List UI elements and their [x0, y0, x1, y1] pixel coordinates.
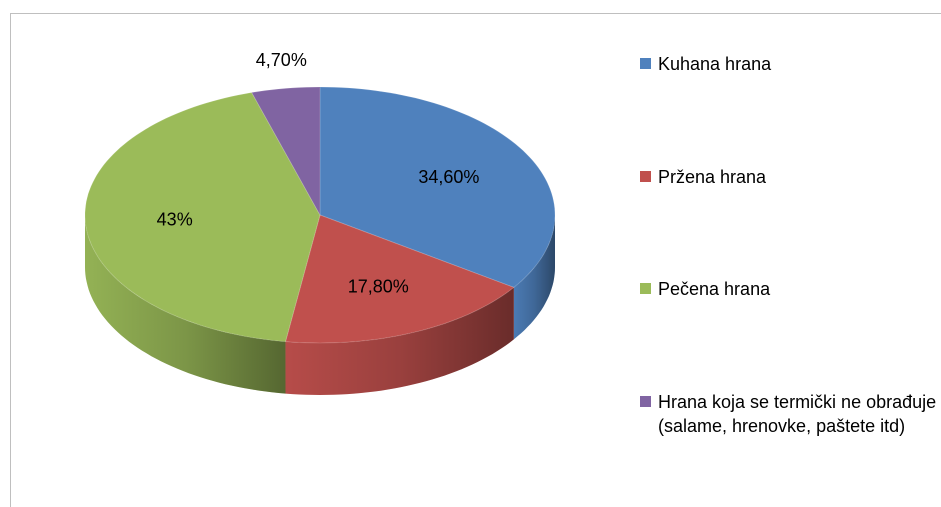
data-label: 17,80% — [348, 276, 409, 296]
legend-item: Hrana koja se termički ne obrađuje (sala… — [640, 390, 938, 438]
data-label: 4,70% — [256, 50, 307, 70]
slice — [319, 86, 556, 288]
legend-label: Pečena hrana — [658, 279, 771, 299]
data-label: 43% — [157, 210, 193, 230]
legend-item: Pečena hrana — [640, 277, 938, 301]
slice-side-shade — [285, 287, 514, 395]
slice-side-shade — [85, 215, 286, 394]
chart-frame — [10, 13, 941, 507]
slice — [250, 86, 321, 217]
legend-item: Pržena hrana — [640, 165, 938, 189]
slice — [84, 91, 321, 343]
legend-swatch — [640, 171, 651, 182]
slice — [284, 214, 515, 344]
legend-item: Kuhana hrana — [640, 52, 938, 76]
data-label: 34,60% — [418, 167, 479, 187]
legend-swatch — [640, 58, 651, 69]
slice-side-shade — [513, 215, 555, 340]
legend-label: Kuhana hrana — [658, 54, 772, 74]
legend-swatch — [640, 396, 651, 407]
legend-swatch — [640, 283, 651, 294]
legend-label: Pržena hrana — [658, 167, 767, 187]
legend-label: Hrana koja se termički ne obrađuje (sala… — [658, 392, 937, 436]
